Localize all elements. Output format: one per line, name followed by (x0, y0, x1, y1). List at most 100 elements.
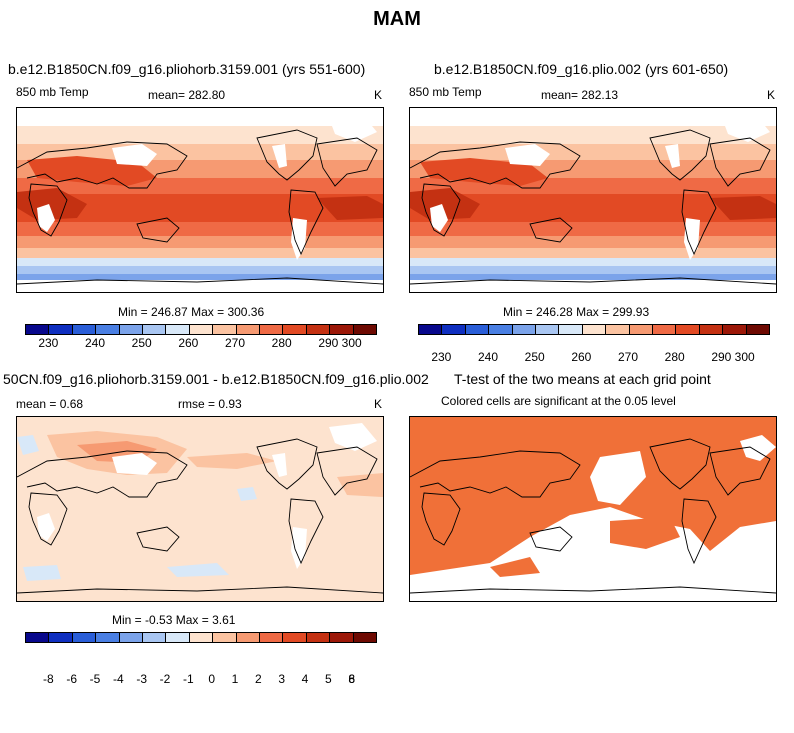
panel-1-map (16, 107, 384, 293)
panel-2-mean-label: mean= (541, 88, 579, 102)
colorbar-tick-label: 300 (341, 336, 362, 350)
colorbar-segment (746, 325, 770, 334)
colorbar-segment (260, 325, 284, 334)
colorbar-segment (26, 633, 50, 642)
band-south-cool (410, 258, 776, 266)
africa-mask (37, 204, 55, 232)
diff-warm-pacific (187, 453, 277, 469)
colorbar-tick-label: -6 (66, 672, 77, 686)
panel-1-max-value: 300.36 (227, 305, 265, 319)
warm-core-atlantic (317, 196, 383, 220)
colorbar-tick-label: -1 (182, 672, 194, 686)
colorbar-segment (489, 325, 513, 334)
colorbar-segment (189, 633, 214, 642)
panel-4-title: T-test of the two means at each grid poi… (454, 371, 711, 387)
panel-2-variable: 850 mb Temp (409, 85, 482, 99)
colorbar-segment (442, 325, 466, 334)
panel-1-min-value: 246.87 (151, 305, 188, 319)
panel-2-min-label: Min = (503, 305, 533, 319)
colorbar-tick-label: -8 (42, 672, 54, 686)
panel-3-map-svg (17, 417, 383, 601)
colorbar-segment (676, 325, 700, 334)
panel-1-variable: 850 mb Temp (16, 85, 89, 99)
colorbar-segment (26, 325, 50, 334)
panel-3-mean-value: 0.68 (59, 397, 84, 411)
greenland-mask (722, 114, 770, 142)
colorbar-segment (260, 633, 284, 642)
band-arctic (410, 108, 776, 126)
colorbar-segment (49, 633, 73, 642)
significant-indian-patch (490, 557, 540, 577)
panel-1-mean: mean= 282.80 (148, 88, 225, 102)
panel-3-title: 50CN.f09_g16.pliohorb.3159.001 - b.e12.B… (3, 371, 429, 387)
colorbar-tick-label: 2 (254, 672, 262, 686)
colorbar-tick-label: 6 (348, 672, 355, 686)
band-antarctica (17, 280, 383, 292)
panel-1-title: b.e12.B1850CN.f09_g16.pliohorb.3159.001 … (8, 61, 366, 77)
warm-patch-asia (420, 158, 548, 186)
panel-1-mean-value: 282.80 (188, 88, 226, 102)
panel-2-mean-value: 282.13 (581, 88, 619, 102)
tibet-mask (112, 144, 157, 166)
band-south-subtrop (17, 236, 383, 248)
band-arctic (17, 108, 383, 126)
colorbar-segment (306, 633, 331, 642)
colorbar-segment (49, 325, 73, 334)
colorbar-segment (236, 325, 261, 334)
colorbar-segment (419, 325, 443, 334)
africa-mask (430, 204, 448, 232)
band-south-mid (410, 248, 776, 258)
panel-3-rmse-label: rmse = (178, 397, 216, 411)
colorbar-tick-label: 260 (178, 336, 199, 350)
panel-2-max-value: 299.93 (612, 305, 650, 319)
colorbar-tick-label: 270 (224, 336, 246, 350)
colorbar-tick-label: 240 (477, 350, 499, 364)
colorbar-segment (512, 325, 537, 334)
greenland-mask (329, 423, 377, 451)
colorbar-segment (353, 325, 377, 334)
panel-2-min-value: 246.28 (536, 305, 573, 319)
band-south-cool (17, 258, 383, 266)
colorbar-tick-label: -4 (112, 672, 124, 686)
panel-3-mean-label: mean = (16, 397, 57, 411)
band-north-mid (410, 144, 776, 160)
panel-3-min-value: -0.53 (145, 613, 173, 627)
panel-2-colorbar (418, 324, 770, 335)
band-antarctic-edge (17, 274, 383, 280)
panel-2-title: b.e12.B1850CN.f09_g16.plio.002 (yrs 601-… (434, 61, 729, 77)
colorbar-segment (72, 633, 97, 642)
band-south-trop (410, 222, 776, 236)
colorbar-tick-label: 240 (84, 336, 106, 350)
panel-1-mean-label: mean= (148, 88, 186, 102)
colorbar-segment (166, 325, 190, 334)
diff-cool-2 (237, 487, 257, 501)
colorbar-segment (189, 325, 214, 334)
panel-2-minmax: Min = 246.28 Max = 299.93 (503, 305, 649, 319)
colorbar-tick-label: 1 (231, 672, 239, 686)
colorbar-segment (465, 325, 490, 334)
tibet-mask (505, 144, 550, 166)
colorbar-tick-label: 270 (617, 350, 639, 364)
colorbar-segment (143, 325, 167, 334)
coastlines (17, 438, 383, 594)
insignificant-north-atlantic (740, 435, 776, 461)
diff-cool-3 (167, 563, 229, 577)
panel-3-min-label: Min = (112, 613, 142, 627)
band-subarctic (410, 126, 776, 144)
colorbar-tick-label: 300 (734, 350, 755, 364)
panel-3-units: K (374, 397, 383, 411)
colorbar-tick-label: 250 (131, 336, 152, 350)
colorbar-segment (306, 325, 331, 334)
panel-1-colorbar (25, 324, 377, 335)
panel-3-map (16, 416, 384, 602)
africa-mask (37, 513, 55, 541)
band-subarctic (17, 126, 383, 144)
colorbar-segment (723, 325, 747, 334)
panel-3-mean: mean = 0.68 (16, 397, 83, 411)
rockies-mask (272, 144, 287, 168)
colorbar-segment (353, 633, 377, 642)
panel-1-min-label: Min = (118, 305, 148, 319)
colorbar-segment (330, 633, 354, 642)
panel-1-max-label: Max = (191, 305, 225, 319)
panel-4-subtitle: Colored cells are significant at the 0.0… (441, 394, 676, 408)
